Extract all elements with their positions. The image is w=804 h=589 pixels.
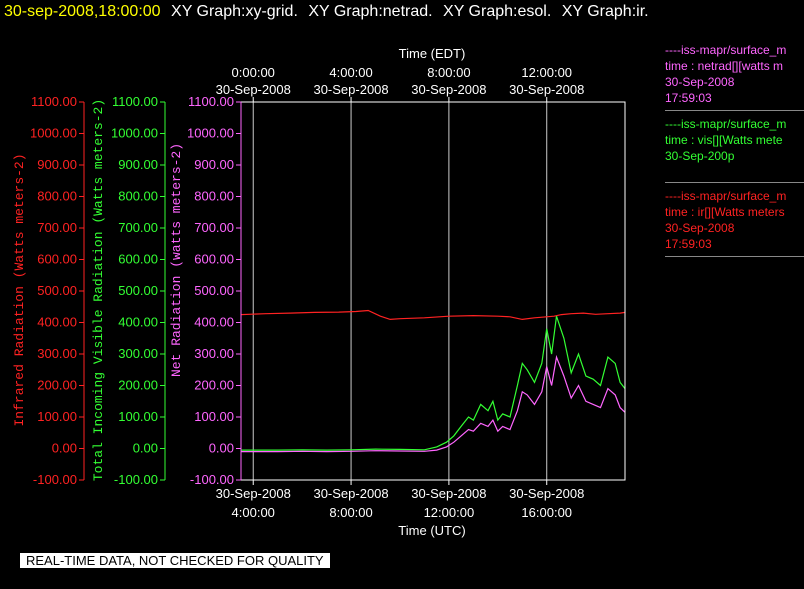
y-tick-label-vis: 1100.00 <box>112 94 158 109</box>
legend-time: 17:59:03 <box>665 91 712 105</box>
y-tick-label-vis: 500.00 <box>118 283 158 298</box>
legend-separator-3 <box>665 256 804 257</box>
legend-date: 30-Sep-2008 <box>665 75 735 89</box>
legend-date: 30-Sep-200p <box>665 149 735 163</box>
x-tick-label-top-date: 30-Sep-2008 <box>216 82 291 97</box>
legend-source: ----iss-mapr/surface_m <box>665 117 787 131</box>
y-tick-label-ir: 600.00 <box>37 252 77 267</box>
y-tick-label-vis: 100.00 <box>118 409 158 424</box>
y-tick-label-net: 400.00 <box>194 315 234 330</box>
y-tick-label-net: 700.00 <box>194 220 234 235</box>
y-tick-label-vis: -100.00 <box>114 472 158 487</box>
y-tick-label-net: 800.00 <box>194 189 234 204</box>
y-axis-title-vis: Total Incoming Visible Radiation (Watts … <box>91 99 106 481</box>
legend-time: 17:59:03 <box>665 237 712 251</box>
legend-vis: ----iss-mapr/surface_m time : vis[][Watt… <box>665 116 804 164</box>
x-tick-label-bottom-time: 4:00:00 <box>232 505 275 520</box>
y-tick-label-net: 900.00 <box>194 157 234 172</box>
y-tick-label-ir: 100.00 <box>37 409 77 424</box>
legend-date: 30-Sep-2008 <box>665 221 735 235</box>
y-tick-label-ir: 800.00 <box>37 189 77 204</box>
graph-title-xy-grid: XY Graph:xy-grid. <box>171 3 298 20</box>
title-bar: 30-sep-2008,18:00:00 XY Graph:xy-grid. X… <box>4 3 655 21</box>
series-line-ir <box>240 309 626 321</box>
x-tick-label-top-date: 30-Sep-2008 <box>509 82 584 97</box>
y-tick-label-ir: 400.00 <box>37 315 77 330</box>
series-line-vis <box>241 316 626 451</box>
y-tick-label-net: 0.00 <box>209 441 234 456</box>
quality-warning-banner: REAL-TIME DATA, NOT CHECKED FOR QUALITY <box>20 553 330 568</box>
legend-variable: time : netrad[][watts m <box>665 59 784 73</box>
legend-source: ----iss-mapr/surface_m <box>665 43 787 57</box>
x-tick-label-top-time: 0:00:00 <box>232 65 275 80</box>
y-axis-title-ir: Infrared Radiation (Watts meters-2) <box>12 153 27 426</box>
y-tick-label-vis: 200.00 <box>118 378 158 393</box>
x-tick-label-bottom-time: 12:00:00 <box>424 505 475 520</box>
x-tick-label-bottom-date: 30-Sep-2008 <box>411 486 486 501</box>
legend-variable: time : ir[][Watts meters <box>665 205 785 219</box>
x-tick-label-top-time: 8:00:00 <box>427 65 470 80</box>
y-tick-label-net: 300.00 <box>194 346 234 361</box>
x-axis-title-top: Time (EDT) <box>399 46 466 61</box>
y-tick-label-net: 500.00 <box>194 283 234 298</box>
y-tick-label-vis: 400.00 <box>118 315 158 330</box>
y-tick-label-ir: 200.00 <box>37 378 77 393</box>
x-tick-label-top-time: 4:00:00 <box>329 65 372 80</box>
y-tick-label-net: 1100.00 <box>188 94 234 109</box>
y-tick-label-vis: 1000.00 <box>111 126 158 141</box>
y-tick-label-vis: 800.00 <box>118 189 158 204</box>
graph-title-netrad: XY Graph:netrad. <box>308 3 433 20</box>
y-tick-label-vis: 300.00 <box>118 346 158 361</box>
legend-separator-2 <box>665 182 804 183</box>
y-tick-label-ir: 0.00 <box>52 441 77 456</box>
legend-netrad: ----iss-mapr/surface_m time : netrad[][w… <box>665 42 804 106</box>
timestamp: 30-sep-2008,18:00:00 <box>4 3 161 20</box>
legend-source: ----iss-mapr/surface_m <box>665 189 787 203</box>
x-tick-label-bottom-time: 16:00:00 <box>521 505 572 520</box>
y-tick-label-net: 1000.00 <box>187 126 234 141</box>
y-tick-label-ir: -100.00 <box>33 472 77 487</box>
graph-title-esol: XY Graph:esol. <box>443 3 552 20</box>
x-tick-label-bottom-date: 30-Sep-2008 <box>509 486 584 501</box>
x-tick-label-bottom-time: 8:00:00 <box>329 505 372 520</box>
legend-ir: ----iss-mapr/surface_m time : ir[][Watts… <box>665 188 804 252</box>
x-axis-title-bottom: Time (UTC) <box>398 523 465 538</box>
y-tick-label-net: 200.00 <box>194 378 234 393</box>
series-line-net <box>241 354 626 453</box>
y-tick-label-ir: 700.00 <box>37 220 77 235</box>
y-tick-label-net: -100.00 <box>190 472 234 487</box>
y-tick-label-ir: 900.00 <box>37 157 77 172</box>
y-tick-label-ir: 300.00 <box>37 346 77 361</box>
x-tick-label-bottom-date: 30-Sep-2008 <box>313 486 388 501</box>
y-tick-label-ir: 1000.00 <box>30 126 77 141</box>
x-tick-label-top-date: 30-Sep-2008 <box>411 82 486 97</box>
y-tick-label-vis: 600.00 <box>118 252 158 267</box>
legend-variable: time : vis[][Watts mete <box>665 133 783 147</box>
x-tick-label-top-time: 12:00:00 <box>521 65 572 80</box>
plot-frame <box>240 101 626 481</box>
y-tick-label-ir: 500.00 <box>37 283 77 298</box>
y-tick-label-ir: 1100.00 <box>31 94 77 109</box>
legend-separator-1 <box>665 110 804 111</box>
y-tick-label-vis: 0.00 <box>133 441 158 456</box>
y-axis-title-net: Net Radiation (watts meters-2) <box>169 143 184 377</box>
y-tick-label-vis: 900.00 <box>118 157 158 172</box>
y-tick-label-net: 100.00 <box>194 409 234 424</box>
x-tick-label-bottom-date: 30-Sep-2008 <box>216 486 291 501</box>
graph-title-ir: XY Graph:ir. <box>561 3 649 20</box>
y-tick-label-vis: 700.00 <box>118 220 158 235</box>
y-tick-label-net: 600.00 <box>194 252 234 267</box>
x-tick-label-top-date: 30-Sep-2008 <box>313 82 388 97</box>
